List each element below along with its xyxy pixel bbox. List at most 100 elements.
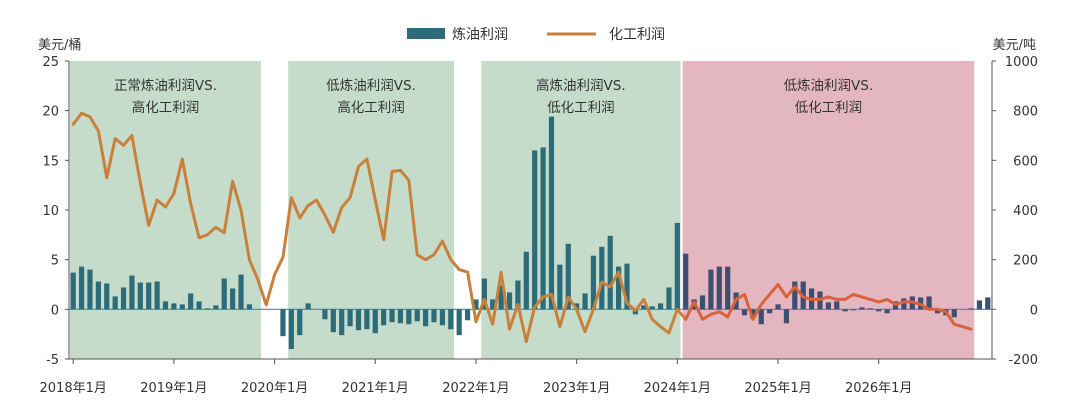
x-tick-label-0: 2018年1月: [40, 381, 107, 396]
refining-bar-10: [154, 281, 160, 310]
refining-bar-42: [423, 309, 429, 327]
refining-bar-80: [741, 309, 748, 316]
refining-bar-70: [657, 303, 664, 310]
refining-bar-90: [825, 302, 831, 310]
refining-bar-108: [976, 300, 983, 310]
refining-bar-8: [137, 282, 143, 310]
refining-bar-39: [397, 309, 404, 324]
refining-bar-85: [783, 309, 790, 324]
refining-bar-47: [464, 309, 471, 321]
refining-bar-57: [548, 116, 555, 310]
refining-bar-7: [129, 275, 135, 310]
region-2-label-line1: 高炼油利润VS.: [536, 77, 626, 94]
refining-bar-53: [515, 280, 521, 310]
right-axis-unit-label: 美元/吨: [993, 38, 1036, 53]
refining-bar-103: [934, 309, 941, 314]
refining-bar-0: [70, 272, 76, 310]
left-axis-unit-label: 美元/桶: [38, 38, 81, 53]
left-tick-label-6: 25: [42, 55, 59, 70]
refining-bar-17: [213, 305, 219, 310]
left-tick-label-2: 5: [51, 254, 59, 269]
x-axis: 2018年1月 2019年1月 2020年1月 2021年1月 2022年1月 2023年…: [40, 358, 992, 396]
legend-label-chemical: 化工利润: [609, 27, 665, 43]
right-tick-label-2: 200: [1013, 254, 1038, 269]
x-tick-label-1: 2019年1月: [140, 381, 207, 396]
refining-bar-84: [775, 304, 781, 310]
refining-bar-9: [146, 282, 152, 310]
refining-bar-55: [532, 150, 538, 310]
region-0-label-line1: 正常炼油利润VS.: [114, 78, 217, 94]
refining-bar-105: [951, 309, 957, 318]
refining-bar-78: [725, 266, 731, 310]
refining-bar-94: [859, 307, 865, 310]
refining-bar-109: [985, 297, 991, 310]
chemical-line-forecast: [684, 283, 973, 331]
refining-bar-16: [204, 308, 211, 310]
region-3-label-line2: 低化工利润: [795, 100, 863, 116]
refining-bar-27: [297, 309, 303, 336]
x-tick-label-2: 2020年1月: [241, 381, 308, 396]
refining-bar-28: [305, 303, 311, 310]
right-tick-label-0: -200: [1008, 353, 1038, 368]
refining-bar-48: [473, 299, 479, 310]
refining-bar-19: [230, 288, 236, 310]
refining-bar-91: [834, 301, 840, 310]
legend-label-refining: 炼油利润: [452, 27, 508, 43]
refining-bar-21: [246, 304, 253, 310]
refining-bar-4: [104, 283, 110, 310]
left-tick-label-3: 10: [42, 204, 59, 219]
region-1-label-line2: 高化工利润: [337, 99, 405, 116]
refining-bar-62: [590, 255, 597, 310]
x-tick-label-4: 2022年1月: [442, 381, 509, 396]
refining-bar-31: [330, 309, 336, 333]
refining-bar-34: [355, 309, 362, 331]
x-tick-label-5: 2023年1月: [543, 381, 610, 396]
refining-bar-40: [406, 309, 412, 325]
refining-bar-12: [171, 303, 177, 310]
left-tick-label-1: 0: [51, 303, 59, 318]
left-tick-label-0: -5: [46, 353, 59, 368]
refining-bar-66: [624, 263, 630, 310]
refining-bar-18: [221, 278, 227, 310]
chemical-profit-line: [71, 111, 973, 344]
refining-bar-92: [842, 309, 848, 312]
refining-bar-61: [582, 293, 588, 310]
left-tick-label-4: 15: [42, 154, 59, 169]
refining-bar-14: [188, 293, 194, 310]
refining-bar-58: [557, 264, 563, 310]
refining-bar-77: [716, 266, 722, 310]
refining-bar-38: [389, 309, 395, 323]
x-tick-label-3: 2021年1月: [342, 381, 409, 396]
refining-bar-2: [87, 269, 93, 310]
region-0-label-line2: 高化工利润: [132, 99, 200, 116]
refining-bar-25: [280, 309, 286, 337]
left-tick-label-5: 20: [42, 105, 59, 120]
refining-bar-81: [750, 309, 756, 319]
refining-bar-13: [179, 304, 185, 310]
refining-bar-11: [162, 301, 169, 310]
right-tick-label-3: 400: [1013, 204, 1038, 219]
right-tick-label-6: 1000: [1005, 55, 1038, 70]
refining-bar-72: [674, 222, 680, 310]
refining-bar-36: [372, 309, 378, 334]
refining-bar-43: [431, 309, 437, 323]
refining-bar-59: [565, 243, 571, 310]
right-tick-label-5: 800: [1013, 105, 1038, 120]
left-y-axis: -5 0 5 10 15 20 25: [42, 55, 70, 368]
refining-bar-37: [381, 309, 387, 326]
refining-bar-3: [95, 281, 101, 310]
refining-bar-71: [666, 287, 672, 310]
refining-bar-65: [616, 266, 622, 310]
refining-bar-50: [490, 299, 496, 310]
refining-bar-32: [339, 309, 345, 336]
refining-bar-46: [456, 309, 462, 336]
refining-bar-26: [288, 309, 294, 350]
right-y-axis: -200 0 200 400 600 800 1000: [991, 55, 1038, 368]
region-1-label-line1: 低炼油利润VS.: [326, 78, 416, 94]
refining-bar-69: [649, 306, 655, 310]
refining-bar-95: [867, 308, 873, 310]
legend-swatch-refining: [407, 28, 445, 39]
refining-bar-56: [540, 147, 546, 310]
refining-bar-20: [238, 274, 244, 310]
